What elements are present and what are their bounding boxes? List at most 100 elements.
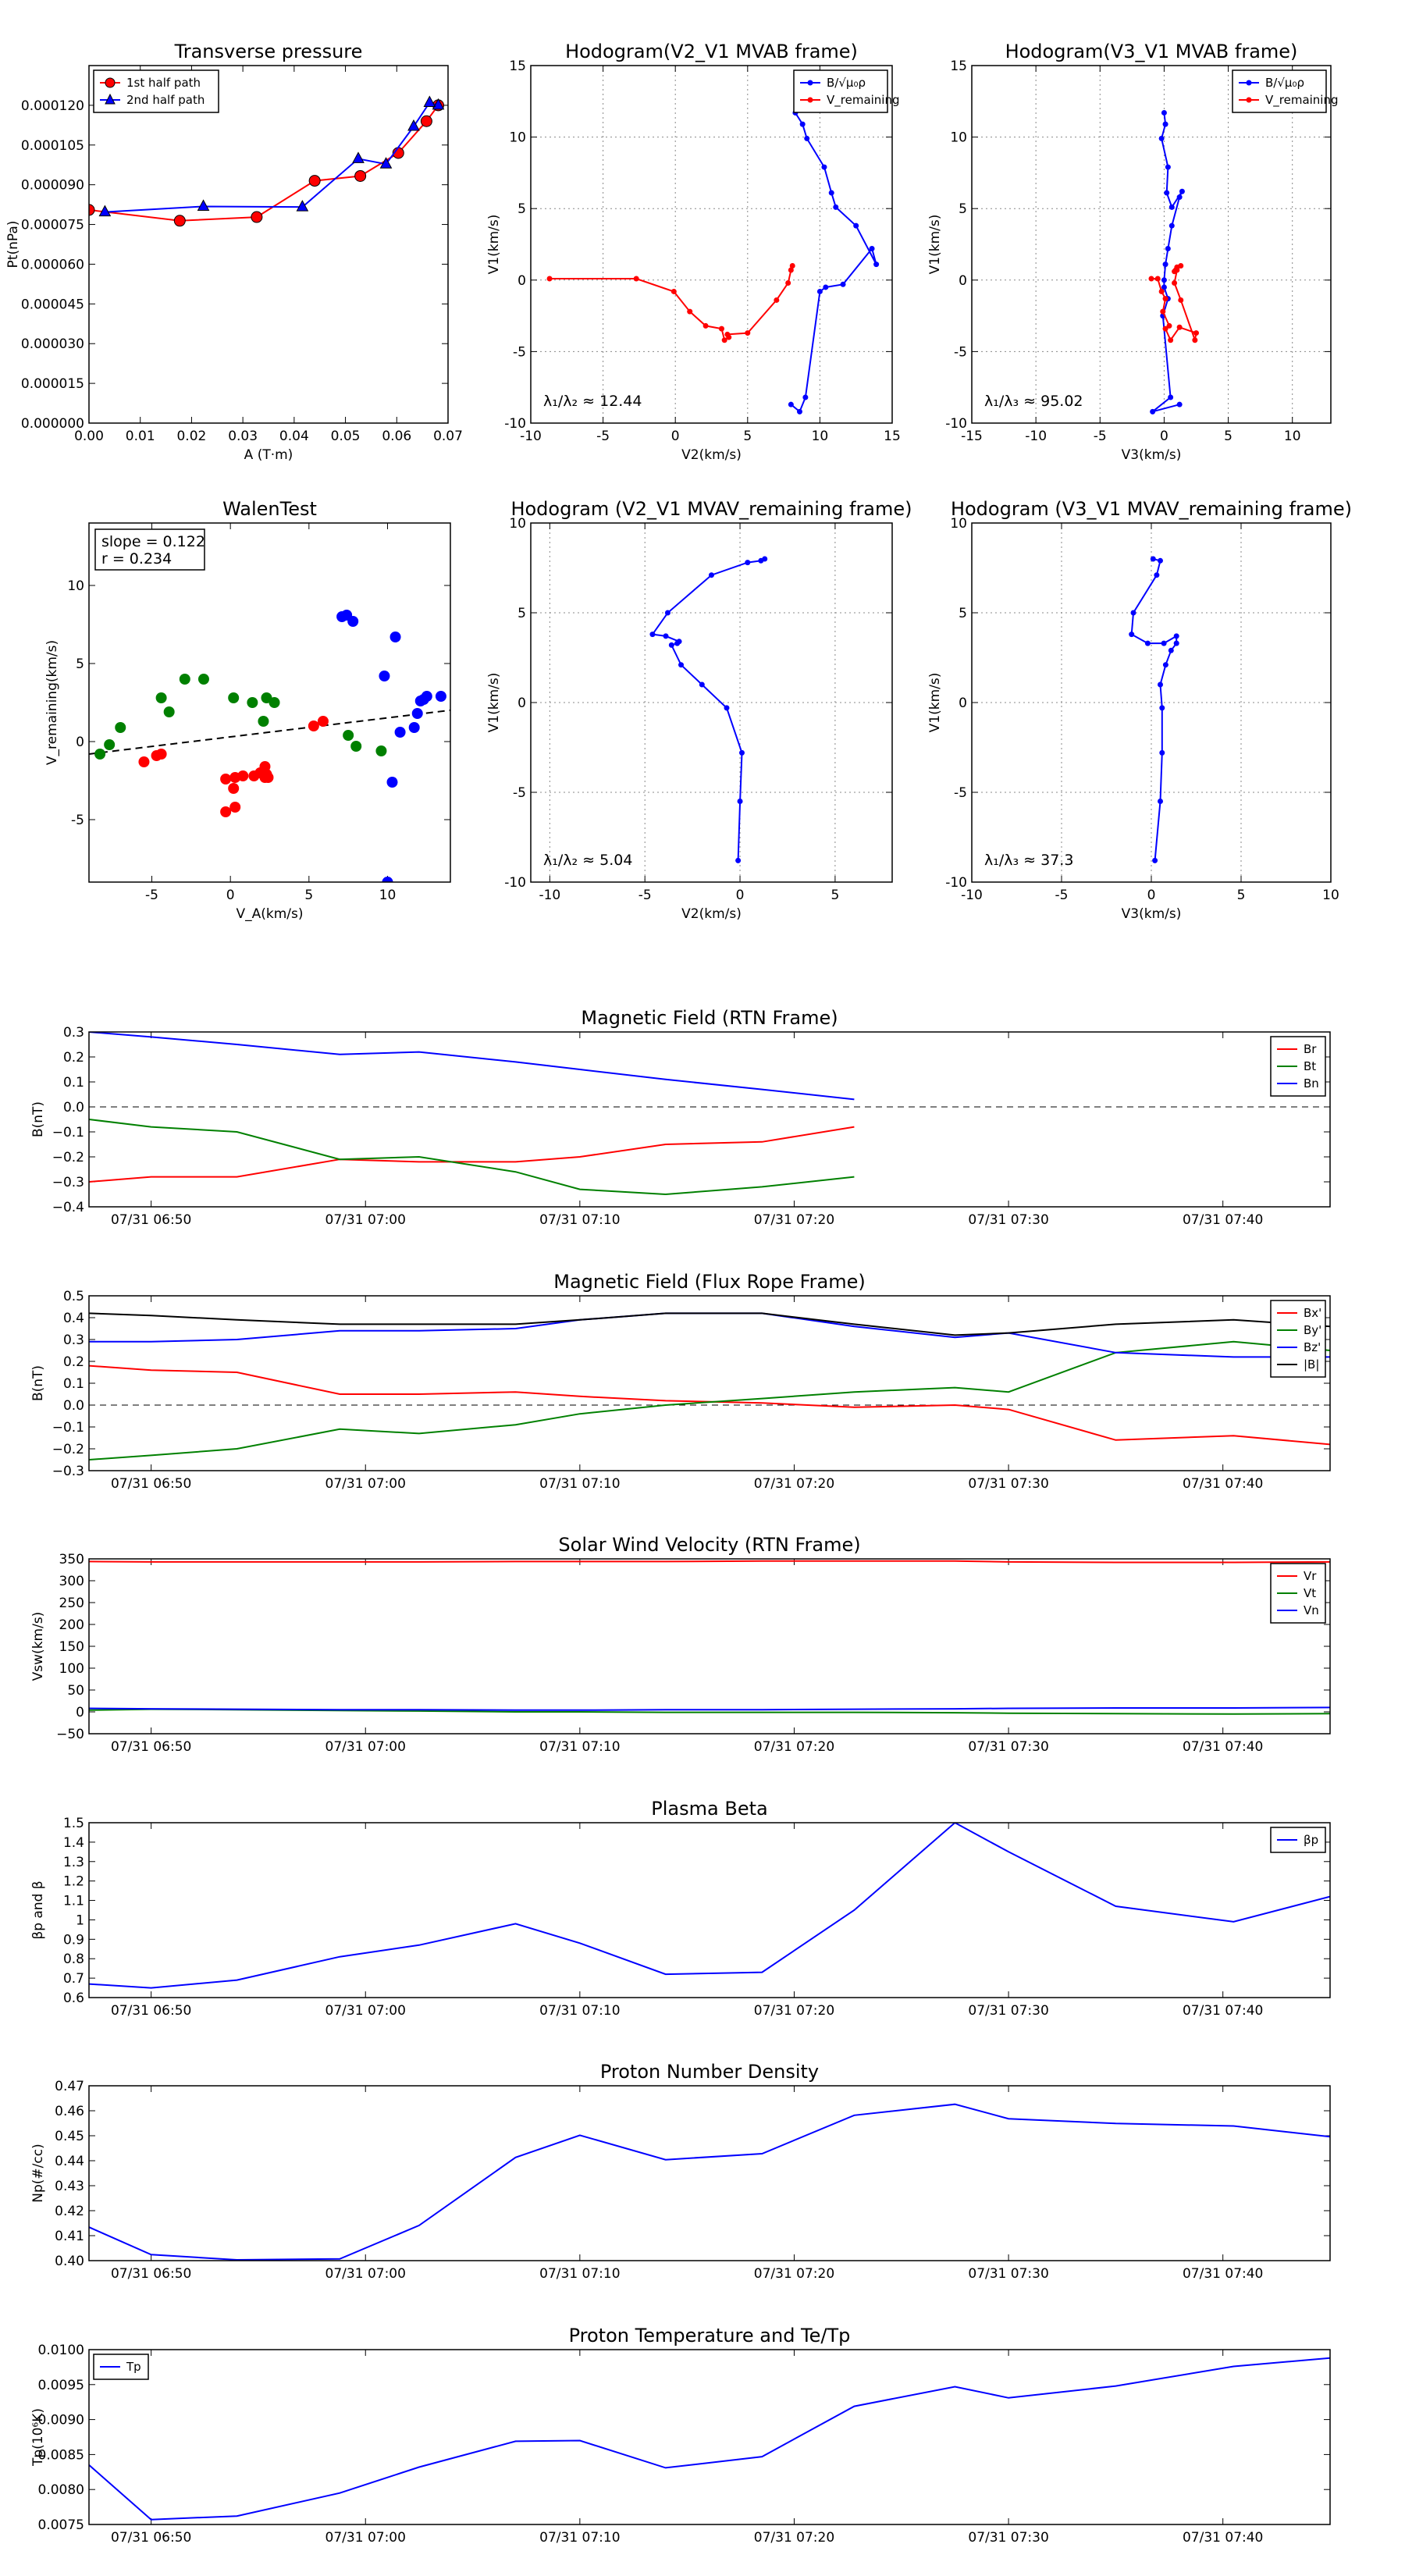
y-tick-label: −0.3 xyxy=(52,1175,84,1190)
plot-frame xyxy=(88,1558,1331,1735)
annotation-text: λ₁/λ₃ ≈ 37.3 xyxy=(984,852,1073,869)
plot-area xyxy=(89,610,450,882)
y-tick-label: 0.8 xyxy=(63,1952,84,1967)
y-tick-label: 0.000075 xyxy=(21,218,84,233)
plot-area xyxy=(89,1560,1330,1715)
legend-label: Bz' xyxy=(1304,1340,1321,1354)
x-tick-label: 07/31 07:40 xyxy=(1183,1739,1263,1755)
y-tick-label: 0.0 xyxy=(63,1100,84,1115)
data-point xyxy=(823,284,829,290)
data-point xyxy=(1152,857,1158,863)
x-tick-label: 5 xyxy=(304,888,313,903)
x-tick-label: 07/31 07:10 xyxy=(539,2266,620,2282)
x-tick-label: 07/31 07:40 xyxy=(1183,2003,1263,2019)
legend-box xyxy=(93,69,219,113)
legend-label: |B| xyxy=(1304,1357,1319,1372)
x-tick-label: 0 xyxy=(736,888,745,903)
data-point xyxy=(649,632,656,638)
data-point xyxy=(1192,337,1198,343)
y-tick-label: 5 xyxy=(959,201,967,217)
data-point xyxy=(873,262,880,268)
data-point xyxy=(745,560,751,566)
y-axis-label: Tp(10⁶K) xyxy=(30,2408,46,2467)
plot-frame xyxy=(88,522,451,883)
legend-label: Bn xyxy=(1304,1076,1319,1091)
x-tick-label: 10 xyxy=(1322,888,1339,903)
x-tick-label: 0.03 xyxy=(228,429,258,444)
x-tick-label: 07/31 07:00 xyxy=(325,1476,406,1492)
x-tick-label: 07/31 07:40 xyxy=(1183,2266,1263,2282)
data-point xyxy=(228,692,240,703)
data-point xyxy=(394,727,406,738)
data-point xyxy=(296,200,309,212)
x-tick-label: 0 xyxy=(671,429,680,444)
data-point xyxy=(379,671,390,681)
y-tick-label: 0.000120 xyxy=(21,98,84,114)
data-point xyxy=(699,681,705,688)
x-tick-label: 0.00 xyxy=(74,429,104,444)
plot-area xyxy=(1129,556,1179,863)
y-tick-label: 0.000030 xyxy=(21,336,84,352)
data-point xyxy=(104,739,116,750)
data-point xyxy=(94,749,106,760)
y-axis-label: Pt(nPa) xyxy=(5,221,21,269)
chart-solar-wind-velocity: Solar Wind Velocity (RTN Frame) 07/31 06:… xyxy=(30,1534,1331,1755)
x-tick-label: 15 xyxy=(884,429,901,444)
data-point xyxy=(1161,277,1167,283)
plot-area xyxy=(89,1823,1330,1989)
chart-title: Hodogram (V2_V1 MVAV_remaining frame) xyxy=(510,498,912,520)
y-tick-label: 1.3 xyxy=(63,1855,84,1870)
y-tick-label: 0.1 xyxy=(63,1075,84,1091)
plot-area xyxy=(546,109,880,415)
data-point xyxy=(1172,279,1178,286)
series-line-Br xyxy=(89,1126,855,1183)
x-tick-label: 10 xyxy=(379,888,397,903)
data-point xyxy=(386,777,398,788)
series-line-Bn xyxy=(89,1032,855,1101)
y-tick-label: 0 xyxy=(959,273,967,289)
x-tick-label: 07/31 06:50 xyxy=(111,2530,191,2546)
legend-label: βp xyxy=(1304,1833,1318,1847)
x-tick-label: -5 xyxy=(145,888,158,903)
y-tick-label: -5 xyxy=(513,344,526,360)
y-tick-label: 0.42 xyxy=(55,2204,84,2219)
series-line-B/√μ₀ρ xyxy=(1151,112,1183,413)
y-tick-label: −50 xyxy=(56,1727,84,1742)
data-point xyxy=(1129,632,1135,638)
y-tick-label: 0.0095 xyxy=(38,2378,84,2393)
data-point xyxy=(738,749,745,756)
plot-frame xyxy=(88,1295,1331,1471)
series-line-1st half path xyxy=(89,105,439,222)
y-tick-label: −0.1 xyxy=(52,1125,84,1140)
data-point xyxy=(1178,297,1184,303)
x-tick-label: 07/31 07:40 xyxy=(1183,2530,1263,2546)
x-tick-label: -10 xyxy=(539,888,560,903)
data-point xyxy=(1160,308,1166,315)
data-point xyxy=(664,610,670,616)
legend-label: 1st half path xyxy=(126,76,201,90)
chart-hodogram-v3-v1-mvav: Hodogram (V3_V1 MVAV_remaining frame) -10… xyxy=(927,498,1352,922)
y-tick-label: 300 xyxy=(59,1574,84,1589)
y-tick-label: 250 xyxy=(59,1596,84,1611)
chart-proton-number-density: Proton Number Density 07/31 06:50 07/31 07… xyxy=(30,2061,1331,2282)
fit-line xyxy=(89,709,450,755)
y-tick-label: 15 xyxy=(950,59,967,74)
data-point xyxy=(317,716,329,727)
data-point xyxy=(804,135,810,141)
data-point xyxy=(197,674,209,685)
data-point xyxy=(1168,647,1174,653)
y-tick-label: -5 xyxy=(954,344,967,360)
plot-frame xyxy=(88,2085,1331,2261)
y-tick-label: 0.1 xyxy=(63,1376,84,1392)
y-tick-label: 0.40 xyxy=(55,2254,84,2269)
data-point xyxy=(796,408,802,415)
data-point xyxy=(229,802,241,813)
y-tick-label: 5 xyxy=(518,201,526,217)
data-point xyxy=(1168,204,1175,210)
data-point xyxy=(261,769,272,780)
data-point xyxy=(1158,799,1163,804)
y-tick-label: -10 xyxy=(945,875,967,891)
y-tick-label: 0.000000 xyxy=(21,416,84,432)
annotation-box xyxy=(94,528,205,571)
x-tick-label: 07/31 07:20 xyxy=(754,2003,834,2019)
